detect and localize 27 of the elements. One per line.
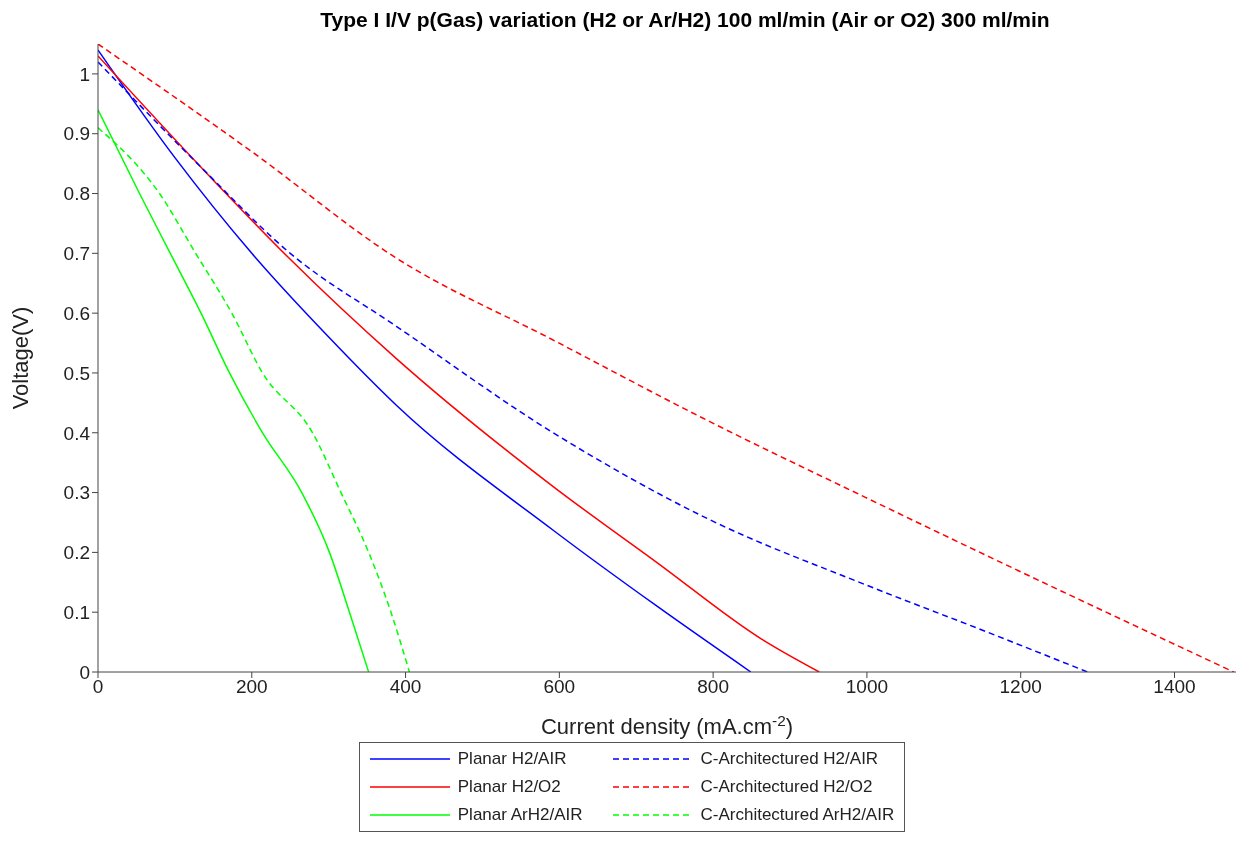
y-axis-title: Voltage(V)	[7, 306, 33, 410]
x-axis-title: Current density (mA.cm$^{-2}$)	[540, 711, 794, 739]
y-tick-label: 0.3	[63, 482, 90, 504]
y-tick-label: 0	[79, 661, 90, 683]
y-tick-label: 0.9	[63, 123, 90, 145]
y-tick-label: 0.1	[63, 601, 90, 623]
x-tick-label: 600	[543, 676, 576, 698]
legend-label: C-Architectured H2/AIR	[700, 749, 879, 769]
legend-label: Planar H2/AIR	[457, 749, 567, 769]
y-tick-label: 0.6	[63, 302, 90, 324]
x-tick-label: 1200	[999, 676, 1042, 698]
legend-label: C-Architectured H2/O2	[700, 777, 873, 797]
x-tick-label: 1400	[1153, 676, 1196, 698]
legend-label: Planar H2/O2	[457, 777, 561, 797]
x-tick-label: 800	[697, 676, 729, 698]
x-tick-label: 1000	[845, 676, 889, 698]
chart-title: Type I I/V p(Gas) variation (H2 or Ar/H2) 100 ml/min (Air or O2) 300 ml/min	[319, 8, 1051, 33]
y-tick-label: 0.5	[63, 362, 90, 384]
legend-label: C-Architectured ArH2/AIR	[700, 805, 895, 825]
x-tick-label: 200	[235, 676, 268, 698]
legend-label: Planar ArH2/AIR	[457, 805, 583, 825]
y-tick-label: 1	[79, 63, 90, 85]
y-tick-label: 0.7	[63, 243, 90, 265]
y-tick-label: 0.4	[63, 422, 91, 444]
x-tick-label: 400	[389, 676, 422, 698]
y-tick-label: 0.2	[63, 542, 90, 564]
y-tick-label: 0.8	[63, 183, 90, 205]
